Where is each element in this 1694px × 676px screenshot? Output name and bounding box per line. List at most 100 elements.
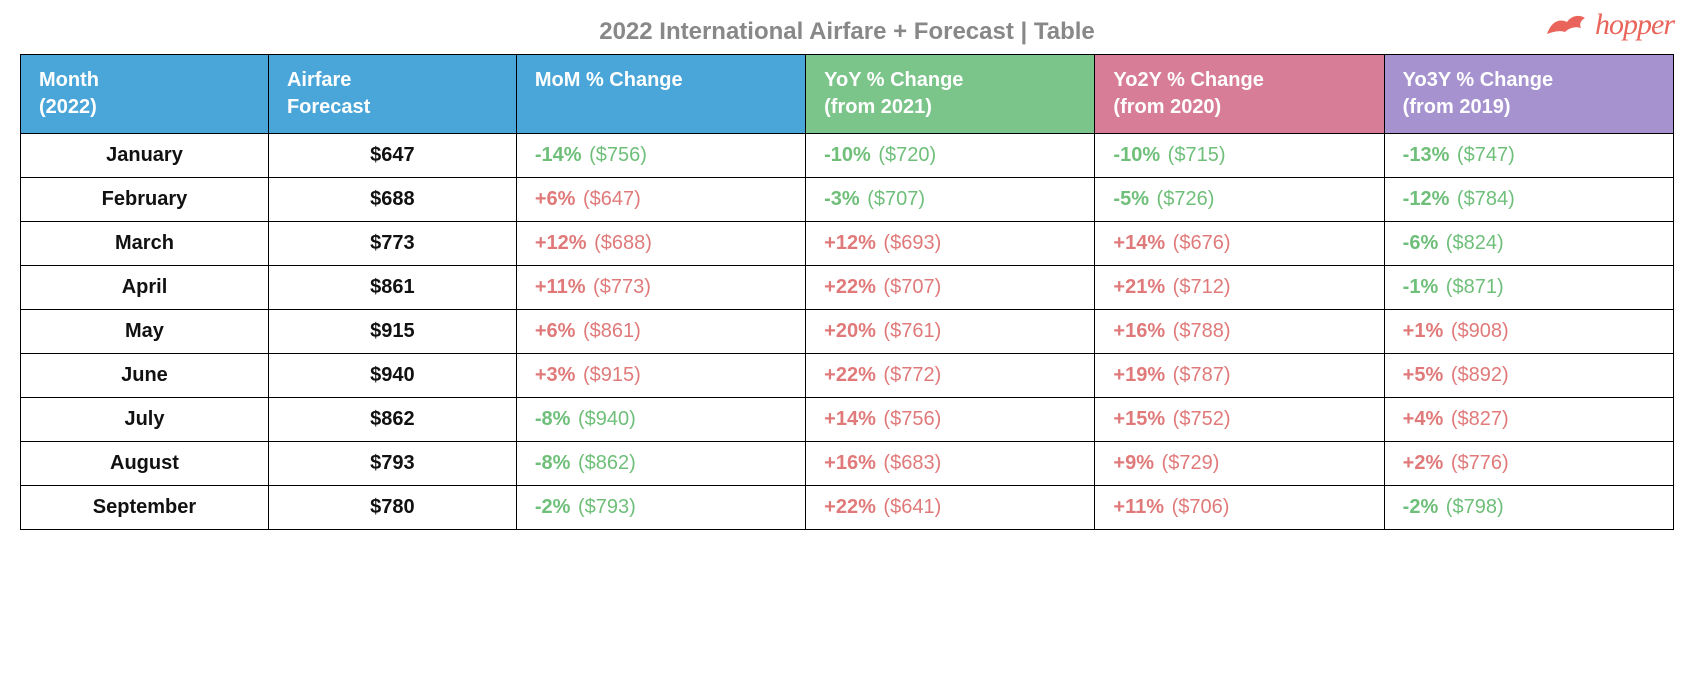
cell-forecast: $780 bbox=[268, 486, 516, 530]
cell-yo2y: -10% ($715) bbox=[1095, 134, 1384, 178]
cell-yo2y: +14% ($676) bbox=[1095, 222, 1384, 266]
ref-value: ($787) bbox=[1167, 364, 1230, 386]
ref-value: ($827) bbox=[1445, 408, 1508, 430]
cell-yoy: +22% ($641) bbox=[806, 486, 1095, 530]
pct-value: +3% bbox=[535, 364, 576, 386]
pct-value: +16% bbox=[1113, 320, 1165, 342]
table-row: April$861+11% ($773)+22% ($707)+21% ($71… bbox=[21, 266, 1674, 310]
cell-month: February bbox=[21, 178, 269, 222]
ref-value: ($756) bbox=[878, 408, 941, 430]
col-header-line2: (from 2020) bbox=[1113, 94, 1365, 121]
pct-value: -5% bbox=[1113, 188, 1149, 210]
cell-yo2y: -5% ($726) bbox=[1095, 178, 1384, 222]
pct-value: +2% bbox=[1403, 452, 1444, 474]
pct-value: +20% bbox=[824, 320, 876, 342]
ref-value: ($773) bbox=[587, 276, 650, 298]
cell-month: March bbox=[21, 222, 269, 266]
pct-value: +22% bbox=[824, 276, 876, 298]
cell-forecast: $688 bbox=[268, 178, 516, 222]
pct-value: -13% bbox=[1403, 144, 1450, 166]
pct-value: +11% bbox=[535, 276, 586, 298]
header: 2022 International Airfare + Forecast | … bbox=[20, 12, 1674, 52]
col-header-yo3y: Yo3Y % Change(from 2019) bbox=[1384, 55, 1673, 134]
ref-value: ($784) bbox=[1451, 188, 1514, 210]
pct-value: -2% bbox=[535, 496, 571, 518]
ref-value: ($861) bbox=[577, 320, 640, 342]
ref-value: ($788) bbox=[1167, 320, 1230, 342]
cell-month: June bbox=[21, 354, 269, 398]
cell-yo3y: -12% ($784) bbox=[1384, 178, 1673, 222]
col-header-yoy: YoY % Change(from 2021) bbox=[806, 55, 1095, 134]
table-row: June$940+3% ($915)+22% ($772)+19% ($787)… bbox=[21, 354, 1674, 398]
cell-mom: +6% ($647) bbox=[516, 178, 805, 222]
cell-forecast: $793 bbox=[268, 442, 516, 486]
pct-value: +14% bbox=[824, 408, 876, 430]
airfare-table: Month(2022) AirfareForecast MoM % Change Yo… bbox=[20, 54, 1674, 530]
ref-value: ($729) bbox=[1156, 452, 1219, 474]
cell-forecast: $861 bbox=[268, 266, 516, 310]
ref-value: ($862) bbox=[572, 452, 635, 474]
col-header-line2: Forecast bbox=[287, 94, 498, 121]
pct-value: +22% bbox=[824, 364, 876, 386]
cell-yo2y: +19% ($787) bbox=[1095, 354, 1384, 398]
cell-month: January bbox=[21, 134, 269, 178]
table-header-row: Month(2022) AirfareForecast MoM % Change Yo… bbox=[21, 55, 1674, 134]
cell-mom: +6% ($861) bbox=[516, 310, 805, 354]
pct-value: -10% bbox=[824, 144, 871, 166]
pct-value: -2% bbox=[1403, 496, 1439, 518]
cell-forecast: $915 bbox=[268, 310, 516, 354]
col-header-line1: Yo2Y % Change bbox=[1113, 67, 1365, 94]
col-header-line1: YoY % Change bbox=[824, 67, 1076, 94]
ref-value: ($798) bbox=[1440, 496, 1503, 518]
table-row: September$780-2% ($793)+22% ($641)+11% (… bbox=[21, 486, 1674, 530]
cell-yo3y: -2% ($798) bbox=[1384, 486, 1673, 530]
ref-value: ($871) bbox=[1440, 276, 1503, 298]
ref-value: ($761) bbox=[878, 320, 941, 342]
cell-forecast: $862 bbox=[268, 398, 516, 442]
ref-value: ($908) bbox=[1445, 320, 1508, 342]
pct-value: +4% bbox=[1403, 408, 1444, 430]
cell-month: July bbox=[21, 398, 269, 442]
pct-value: -6% bbox=[1403, 232, 1439, 254]
cell-yo3y: +5% ($892) bbox=[1384, 354, 1673, 398]
ref-value: ($756) bbox=[584, 144, 647, 166]
cell-month: August bbox=[21, 442, 269, 486]
ref-value: ($720) bbox=[873, 144, 936, 166]
pct-value: +6% bbox=[535, 188, 576, 210]
cell-yo2y: +11% ($706) bbox=[1095, 486, 1384, 530]
cell-month: September bbox=[21, 486, 269, 530]
col-header-line2: (2022) bbox=[39, 94, 250, 121]
pct-value: +12% bbox=[824, 232, 876, 254]
ref-value: ($892) bbox=[1445, 364, 1508, 386]
pct-value: -14% bbox=[535, 144, 582, 166]
cell-forecast: $940 bbox=[268, 354, 516, 398]
ref-value: ($688) bbox=[589, 232, 652, 254]
ref-value: ($772) bbox=[878, 364, 941, 386]
ref-value: ($641) bbox=[878, 496, 941, 518]
pct-value: +22% bbox=[824, 496, 876, 518]
cell-month: April bbox=[21, 266, 269, 310]
pct-value: -3% bbox=[824, 188, 860, 210]
pct-value: +6% bbox=[535, 320, 576, 342]
table-row: March$773+12% ($688)+12% ($693)+14% ($67… bbox=[21, 222, 1674, 266]
pct-value: -8% bbox=[535, 408, 571, 430]
col-header-month: Month(2022) bbox=[21, 55, 269, 134]
cell-yoy: +22% ($772) bbox=[806, 354, 1095, 398]
col-header-line1: Airfare bbox=[287, 67, 498, 94]
brand-logo: hopper bbox=[1545, 8, 1674, 42]
cell-mom: -14% ($756) bbox=[516, 134, 805, 178]
pct-value: +19% bbox=[1113, 364, 1165, 386]
cell-yo3y: -13% ($747) bbox=[1384, 134, 1673, 178]
ref-value: ($793) bbox=[572, 496, 635, 518]
pct-value: +12% bbox=[535, 232, 587, 254]
pct-value: +5% bbox=[1403, 364, 1444, 386]
pct-value: -12% bbox=[1403, 188, 1450, 210]
cell-mom: -8% ($940) bbox=[516, 398, 805, 442]
col-header-line1: MoM % Change bbox=[535, 67, 787, 94]
cell-yoy: +20% ($761) bbox=[806, 310, 1095, 354]
cell-yo2y: +9% ($729) bbox=[1095, 442, 1384, 486]
ref-value: ($824) bbox=[1440, 232, 1503, 254]
table-row: July$862-8% ($940)+14% ($756)+15% ($752)… bbox=[21, 398, 1674, 442]
cell-yo2y: +16% ($788) bbox=[1095, 310, 1384, 354]
ref-value: ($747) bbox=[1451, 144, 1514, 166]
